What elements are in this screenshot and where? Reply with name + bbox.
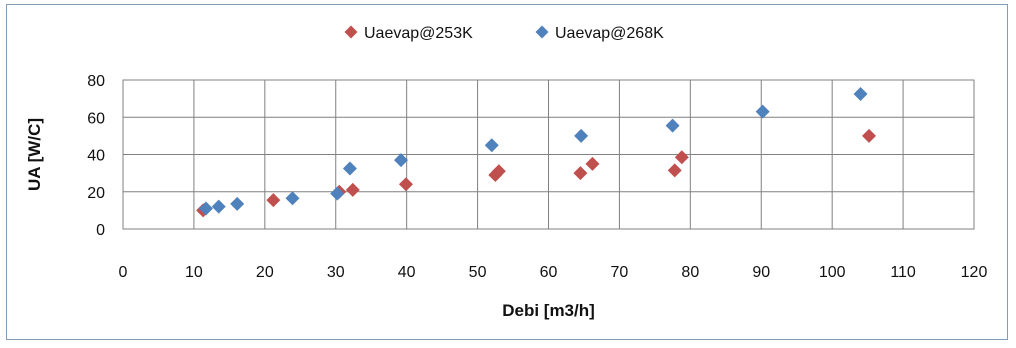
x-tick-label: 50 — [469, 264, 487, 281]
grid-lines — [122, 79, 975, 230]
x-axis-title: Debi [m3/h] — [502, 301, 595, 320]
y-tick-label: 60 — [87, 110, 105, 127]
x-axis-ticks: 0 10 20 30 40 50 60 70 80 90 100 110 120 — [119, 264, 988, 281]
y-axis-title: UA [W/C] — [25, 118, 44, 191]
legend-label: Uaevap@268K — [555, 25, 664, 42]
x-tick-label: 10 — [185, 264, 203, 281]
point-series-2 — [342, 161, 357, 176]
legend-label: Uaevap@253K — [364, 25, 473, 42]
point-series-2 — [198, 201, 213, 216]
x-tick-label: 80 — [681, 264, 699, 281]
x-tick-label: 100 — [819, 264, 846, 281]
point-series-2 — [574, 128, 589, 143]
point-series-1 — [667, 163, 682, 178]
point-series-2 — [285, 191, 300, 206]
point-series-1 — [398, 177, 413, 192]
y-tick-label: 40 — [87, 148, 105, 165]
scatter-chart: 0 10 20 30 40 50 60 70 80 90 100 110 120 0 20 40 60 80 U… — [25, 25, 988, 320]
legend-marker — [344, 25, 358, 39]
point-series-2 — [330, 186, 345, 201]
data-points — [196, 86, 877, 218]
x-tick-label: 110 — [890, 264, 916, 281]
point-series-2 — [853, 86, 868, 101]
point-series-2 — [230, 196, 245, 211]
legend-marker — [535, 25, 549, 39]
plot-area — [122, 79, 975, 230]
x-tick-label: 60 — [540, 264, 558, 281]
x-tick-label: 70 — [611, 264, 629, 281]
point-series-1 — [345, 182, 360, 197]
y-tick-label: 20 — [87, 185, 105, 202]
point-series-1 — [266, 193, 281, 208]
y-axis-ticks: 0 20 40 60 80 — [87, 73, 105, 239]
point-series-1 — [491, 164, 506, 179]
plot-border — [122, 79, 975, 230]
y-tick-label: 0 — [96, 222, 105, 239]
y-tick-label: 80 — [87, 73, 105, 90]
x-tick-label: 40 — [398, 264, 416, 281]
point-series-2 — [484, 138, 499, 153]
x-tick-label: 120 — [961, 264, 988, 281]
point-series-2 — [665, 118, 680, 133]
point-series-1 — [573, 166, 588, 181]
chart-frame: 0 10 20 30 40 50 60 70 80 90 100 110 120 0 20 40 60 80 U… — [6, 4, 1008, 340]
point-series-1 — [674, 150, 689, 165]
x-tick-label: 90 — [752, 264, 770, 281]
legend: Uaevap@253K Uaevap@268K — [344, 25, 664, 42]
x-tick-label: 0 — [119, 264, 128, 281]
point-series-2 — [211, 199, 226, 214]
point-series-1 — [585, 156, 600, 171]
point-series-2 — [755, 104, 770, 119]
point-series-1 — [862, 128, 877, 143]
point-series-2 — [393, 153, 408, 168]
x-tick-label: 30 — [327, 264, 345, 281]
x-tick-label: 20 — [256, 264, 274, 281]
